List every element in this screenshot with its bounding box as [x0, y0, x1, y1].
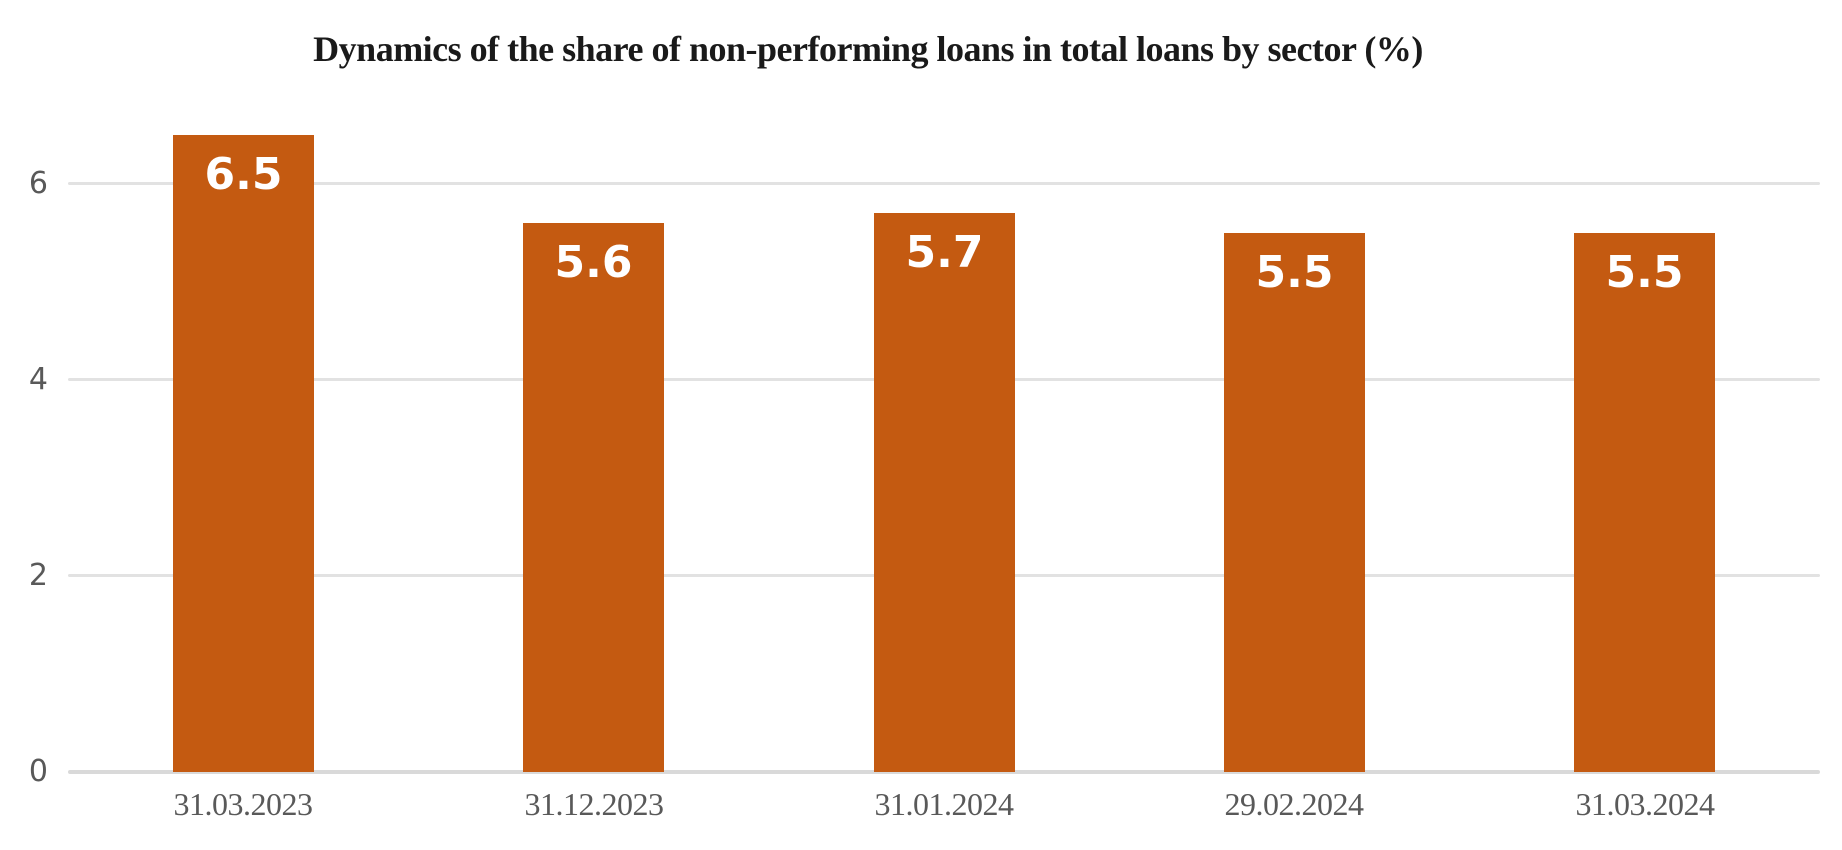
x-axis-tick-label: 31.03.2024 [1575, 786, 1716, 822]
y-axis-tick-label: 6 [28, 166, 48, 201]
bar-value-label: 5.5 [1605, 247, 1684, 298]
bar-value-label: 6.5 [204, 149, 283, 200]
y-axis-tick-label: 2 [28, 558, 48, 593]
bar: 5.5 [1574, 233, 1715, 772]
bar: 5.5 [1224, 233, 1365, 772]
x-axis-tick-label: 31.12.2023 [524, 786, 665, 822]
bar: 5.6 [523, 223, 664, 772]
bar-value-label: 5.5 [1255, 247, 1334, 298]
x-axis-line [68, 770, 1820, 774]
gridline [68, 182, 1820, 185]
bar-value-label: 5.6 [554, 237, 633, 288]
bar: 5.7 [874, 213, 1015, 772]
x-axis-tick-label: 31.03.2023 [173, 786, 314, 822]
x-axis-tick-label: 29.02.2024 [1224, 786, 1365, 822]
bar-value-label: 5.7 [905, 227, 984, 278]
y-axis-tick-label: 4 [28, 362, 48, 397]
x-axis-tick-label: 31.01.2024 [874, 786, 1015, 822]
y-axis-tick-label: 0 [28, 754, 48, 789]
chart-title: Dynamics of the share of non-performing … [313, 29, 1423, 69]
bar: 6.5 [173, 135, 314, 772]
